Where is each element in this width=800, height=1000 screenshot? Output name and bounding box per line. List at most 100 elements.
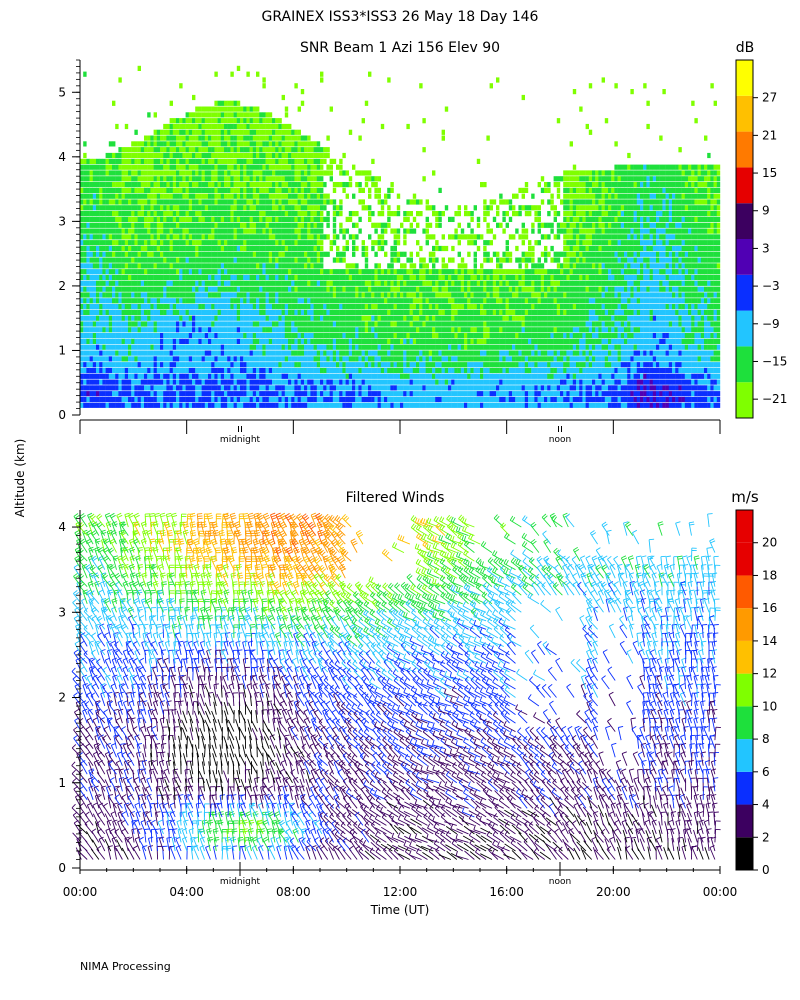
snr-cell	[297, 251, 301, 257]
snr-cell	[80, 356, 84, 362]
snr-cell	[448, 315, 452, 321]
snr-cell	[89, 304, 93, 310]
snr-cell	[86, 356, 90, 362]
snr-cell	[409, 350, 413, 356]
snr-cell	[345, 298, 349, 304]
snr-cell	[86, 193, 90, 199]
snr-cell	[137, 164, 141, 170]
snr-cell	[150, 315, 154, 321]
snr-cell	[156, 199, 161, 205]
snr-cell	[201, 141, 205, 147]
snr-cell	[198, 298, 202, 304]
snr-cell	[201, 396, 205, 403]
snr-cell	[198, 234, 202, 240]
snr-cell	[249, 164, 253, 170]
snr-cell	[256, 350, 260, 356]
snr-cell	[323, 362, 327, 368]
snr-cell	[99, 187, 103, 193]
snr-cell	[396, 338, 401, 344]
snr-cell	[262, 182, 266, 188]
snr-cell	[169, 152, 173, 159]
snr-cell	[368, 373, 372, 379]
snr-cell	[371, 385, 375, 391]
snr-cell	[233, 257, 237, 263]
snr-cell	[288, 292, 292, 298]
snr-cell	[441, 333, 445, 339]
snr-cell	[160, 315, 164, 321]
snr-cell	[320, 199, 324, 205]
snr-cell	[220, 222, 225, 228]
snr-cell	[204, 333, 209, 339]
snr-cell	[329, 402, 333, 408]
snr-cell	[195, 234, 199, 240]
snr-cell	[297, 106, 301, 112]
snr-cell	[384, 385, 388, 391]
snr-cell	[118, 309, 122, 315]
snr-cell	[214, 182, 218, 188]
snr-cell	[371, 344, 375, 350]
snr-cell	[188, 350, 193, 356]
snr-cell	[204, 251, 209, 257]
snr-cell	[137, 350, 141, 356]
snr-cell	[278, 402, 282, 408]
snr-cell	[262, 298, 266, 304]
snr-cell	[160, 257, 164, 263]
snr-cell	[188, 338, 193, 344]
snr-cell	[364, 379, 369, 385]
snr-cell	[275, 338, 279, 344]
snr-cell	[361, 315, 365, 321]
snr-cell	[339, 199, 343, 205]
snr-cell	[307, 304, 311, 310]
snr-cell	[313, 269, 317, 275]
snr-cell	[179, 402, 183, 408]
snr-cell	[275, 309, 279, 315]
snr-cell	[179, 350, 183, 356]
snr-cell	[160, 396, 164, 403]
snr-cell	[230, 135, 234, 141]
snr-cell	[140, 222, 145, 228]
snr-cell	[297, 211, 301, 217]
snr-cell	[316, 211, 321, 217]
snr-cell	[355, 274, 359, 281]
snr-cell	[185, 187, 189, 193]
snr-cell	[307, 367, 311, 374]
snr-cell	[96, 362, 100, 368]
snr-cell	[217, 257, 221, 263]
snr-cell	[332, 228, 337, 234]
snr-cell	[224, 234, 228, 240]
snr-cell	[400, 338, 404, 344]
snr-cell	[124, 269, 129, 275]
snr-cell	[281, 327, 285, 333]
snr-cell	[185, 396, 189, 403]
snr-cell	[342, 373, 346, 379]
snr-cell	[163, 263, 167, 269]
snr-cell	[364, 362, 369, 368]
snr-cell	[163, 292, 167, 298]
snr-cell	[204, 257, 209, 263]
snr-cell	[304, 350, 308, 356]
snr-cell	[217, 251, 221, 257]
snr-cell	[323, 292, 327, 298]
snr-cell	[102, 402, 106, 408]
snr-cell	[188, 304, 193, 310]
snr-cell	[316, 274, 321, 281]
snr-cell	[124, 147, 129, 153]
snr-cell	[451, 333, 455, 339]
snr-cell	[214, 286, 218, 292]
snr-cell	[448, 367, 452, 374]
snr-cell	[384, 379, 388, 385]
snr-cell	[364, 251, 369, 257]
snr-cell	[252, 152, 257, 159]
snr-cell	[230, 240, 234, 246]
snr-cell	[137, 292, 141, 298]
snr-cell	[435, 356, 439, 362]
snr-cell	[224, 379, 228, 385]
snr-cell	[198, 187, 202, 193]
snr-cell	[131, 402, 135, 408]
snr-cell	[316, 216, 321, 222]
snr-cell	[249, 170, 253, 176]
snr-cell	[118, 170, 122, 176]
snr-cell	[169, 338, 173, 344]
snr-cell	[265, 396, 269, 403]
snr-cell	[377, 240, 381, 246]
